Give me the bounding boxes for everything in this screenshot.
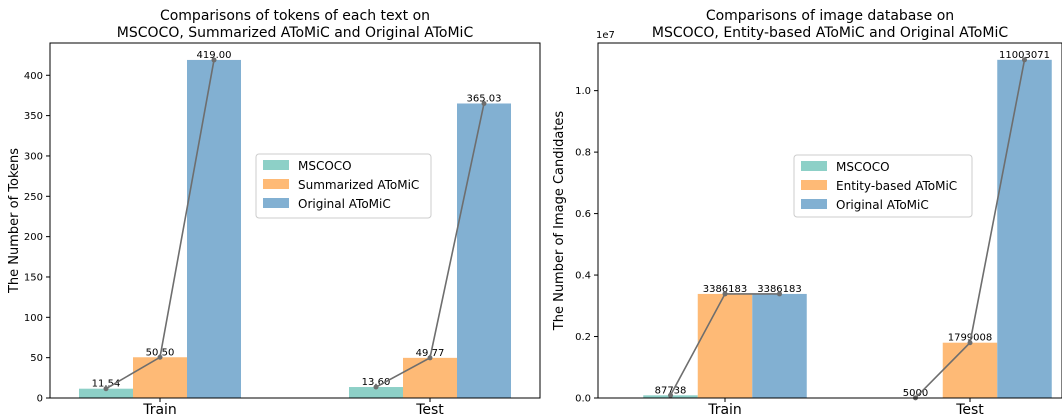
legend-entry: Entity-based AToMiC [836, 179, 957, 193]
bar-train-2 [133, 357, 187, 398]
x-tick-label: Train [142, 402, 177, 418]
legend-box [255, 153, 432, 219]
bar-test-2 [403, 357, 457, 398]
chart-title-line1: Comparisons of tokens of each text on [160, 8, 430, 24]
data-label: 3386183 [757, 284, 802, 295]
bar-train-3 [752, 293, 807, 398]
trend-marker [967, 340, 973, 346]
chart-title-line2: MSCOCO, Summarized AToMiC and Original A… [117, 25, 474, 41]
chart-2: Comparisons of image database onMSCOCO, … [552, 8, 1062, 418]
y-tick-label: 100 [24, 313, 43, 324]
trend-marker [211, 57, 217, 63]
chart-title-line2: MSCOCO, Entity-based AToMiC and Original… [652, 25, 1008, 41]
trend-marker [481, 100, 487, 106]
trend-marker [427, 355, 433, 361]
bar-test-1 [349, 387, 403, 398]
legend-swatch [263, 198, 289, 208]
data-label: 11.54 [92, 379, 121, 390]
x-tick-label: Test [955, 402, 984, 418]
y-tick-label: 0.2 [575, 332, 591, 343]
data-label: 87738 [655, 385, 687, 396]
y-tick-label: 150 [24, 272, 43, 283]
plot-frame [597, 42, 1062, 399]
y-tick-label: 250 [24, 192, 43, 203]
data-label: 11003071 [999, 50, 1050, 61]
legend-swatch [801, 199, 827, 209]
y-tick-label: 350 [24, 111, 43, 122]
trend-marker [103, 386, 109, 392]
x-tick-label: Train [707, 402, 742, 418]
y-tick-label: 400 [24, 71, 43, 82]
chart-title-line1: Comparisons of image database on [706, 8, 954, 24]
y-axis-scale-label: 1e7 [596, 30, 615, 41]
data-label: 1799008 [948, 333, 993, 344]
legend-swatch [263, 160, 289, 170]
data-label: 5000 [903, 388, 928, 399]
data-label: 49.77 [416, 348, 445, 359]
plot-frame [49, 42, 541, 399]
trend-marker [668, 392, 673, 398]
y-tick-label: 50 [30, 353, 43, 364]
y-tick-label: 0.4 [575, 271, 591, 282]
trend-marker [1022, 57, 1027, 63]
y-tick-label: 200 [24, 232, 43, 243]
legend-entry: MSCOCO [836, 160, 890, 174]
legend-entry: Original AToMiC [836, 198, 929, 212]
trend-marker [157, 354, 163, 360]
legend: MSCOCO Summarized AToMiC Original AToMiC [255, 153, 432, 219]
data-label: 419.00 [197, 50, 232, 61]
y-tick-label: 300 [24, 151, 43, 162]
legend-entry: MSCOCO [298, 159, 352, 173]
trend-marker [373, 384, 379, 390]
data-label: 365.03 [467, 93, 502, 104]
y-tick-label: 0.0 [575, 394, 591, 405]
legend: MSCOCO Entity-based AToMiC Original AToMiC [793, 154, 973, 218]
legend-box [793, 154, 973, 218]
x-tick-label: Test [415, 402, 444, 418]
trend-marker [777, 291, 782, 297]
data-label: 3386183 [703, 284, 748, 295]
data-label: 13.60 [362, 377, 391, 388]
chart-1: Comparisons of tokens of each text onMSC… [7, 8, 541, 418]
legend-swatch [263, 179, 289, 189]
trend-marker [722, 291, 728, 297]
bar-test-2 [942, 342, 998, 398]
y-tick-label: 0 [37, 394, 43, 405]
y-axis-label: The Number of Image Candidates [552, 111, 567, 332]
legend-swatch [801, 180, 827, 190]
bar-test-3 [457, 103, 511, 399]
bar-test-3 [997, 59, 1052, 399]
legend-entry: Summarized AToMiC [298, 178, 419, 192]
bar-train-1 [79, 388, 133, 398]
legend-entry: Original AToMiC [298, 197, 391, 211]
y-axis-label: The Number of Tokens [7, 148, 22, 294]
bar-train-2 [697, 293, 753, 398]
bar-train-3 [187, 59, 241, 399]
y-tick-label: 0.8 [575, 148, 591, 159]
y-tick-label: 1.0 [575, 86, 591, 97]
data-label: 50.50 [146, 347, 175, 358]
legend-swatch [801, 161, 827, 171]
y-tick-label: 0.6 [575, 209, 591, 220]
